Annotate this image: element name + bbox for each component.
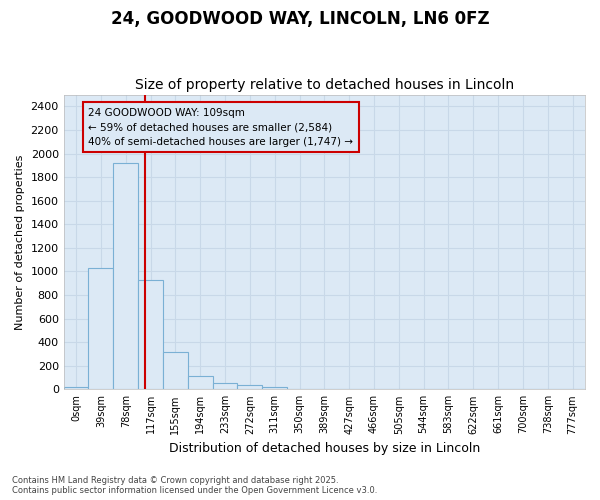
- Bar: [64, 387, 88, 390]
- Bar: [113, 163, 138, 390]
- Bar: [212, 383, 238, 390]
- Bar: [138, 280, 163, 390]
- Text: Contains HM Land Registry data © Crown copyright and database right 2025.
Contai: Contains HM Land Registry data © Crown c…: [12, 476, 377, 495]
- Title: Size of property relative to detached houses in Lincoln: Size of property relative to detached ho…: [135, 78, 514, 92]
- Text: 24, GOODWOOD WAY, LINCOLN, LN6 0FZ: 24, GOODWOOD WAY, LINCOLN, LN6 0FZ: [110, 10, 490, 28]
- Bar: [238, 385, 262, 390]
- Bar: [88, 268, 113, 390]
- Y-axis label: Number of detached properties: Number of detached properties: [15, 154, 25, 330]
- X-axis label: Distribution of detached houses by size in Lincoln: Distribution of detached houses by size …: [169, 442, 480, 455]
- Text: 24 GOODWOOD WAY: 109sqm
← 59% of detached houses are smaller (2,584)
40% of semi: 24 GOODWOOD WAY: 109sqm ← 59% of detache…: [88, 108, 353, 147]
- Bar: [163, 352, 188, 390]
- Bar: [188, 376, 212, 390]
- Bar: [262, 387, 287, 390]
